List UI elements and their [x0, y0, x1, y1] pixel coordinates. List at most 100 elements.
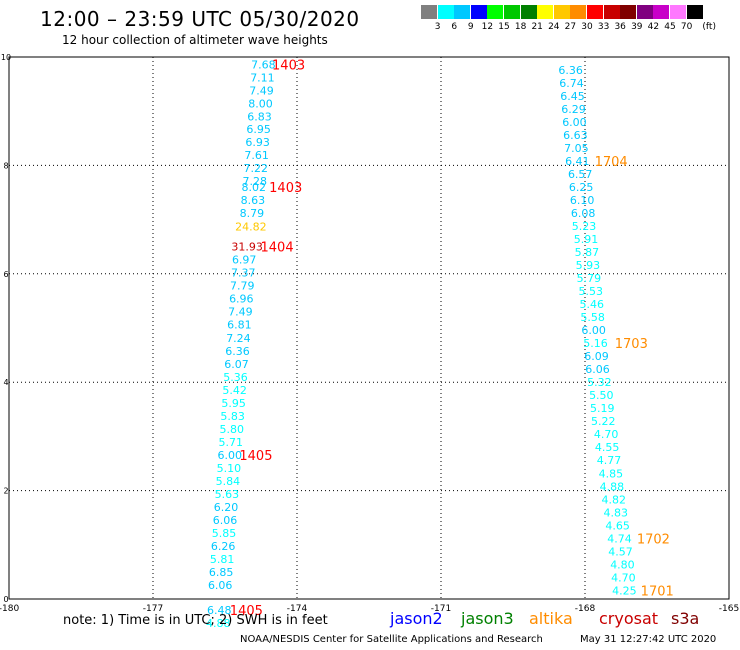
- wave-height-label: 7.24: [226, 332, 251, 345]
- time-label: 1703: [615, 337, 648, 352]
- time-label: 1403: [272, 59, 305, 74]
- wave-height-label: 4.88: [600, 480, 625, 493]
- wave-height-label: 6.00: [562, 116, 587, 129]
- time-label: 1405: [230, 604, 263, 619]
- scale-swatch: [437, 5, 454, 19]
- wave-height-label: 6.06: [213, 514, 238, 527]
- scale-swatch: [653, 5, 670, 19]
- wave-height-label: 6.81: [227, 319, 252, 332]
- x-tick-label: -174: [287, 604, 308, 614]
- wave-height-label: 5.83: [220, 410, 245, 423]
- scale-swatch: [620, 5, 637, 19]
- plot-frame: [8, 56, 730, 600]
- wave-height-label: 6.74: [559, 77, 584, 90]
- wave-height-label: 7.11: [250, 72, 275, 85]
- wave-height-label: 6.63: [563, 129, 588, 142]
- footer-credit: NOAA/NESDIS Center for Satellite Applica…: [240, 634, 543, 645]
- wave-height-label: 6.83: [247, 111, 272, 124]
- wave-height-label: 5.71: [219, 436, 244, 449]
- wave-height-label: 5.22: [591, 415, 616, 428]
- scale-label: 6: [451, 22, 458, 32]
- wave-height-label: 6.97: [232, 254, 257, 267]
- wave-height-label: 4.85: [599, 467, 624, 480]
- scale-swatch: [454, 5, 471, 19]
- wave-height-label: 6.09: [584, 350, 609, 363]
- scale-label: 30: [581, 22, 593, 32]
- wave-height-label: 5.91: [574, 233, 599, 246]
- wave-height-label: 7.37: [231, 267, 256, 280]
- scale-swatch: [470, 5, 487, 19]
- wave-height-label: 6.41: [565, 155, 590, 168]
- wave-height-label: 6.48: [207, 604, 232, 617]
- scale-label: 39: [631, 22, 643, 32]
- time-label: 1403: [269, 181, 302, 196]
- scale-swatch: [587, 5, 603, 19]
- legend-cryosat: cryosat: [599, 609, 659, 628]
- scale-swatch: [504, 5, 520, 19]
- scale-label: 24: [548, 22, 560, 32]
- scale-swatch: [487, 5, 504, 19]
- scale-swatch: [537, 5, 554, 19]
- wave-height-label: 5.85: [212, 527, 237, 540]
- wave-height-label: 7.05: [564, 142, 589, 155]
- scale-swatch: [686, 5, 703, 19]
- wave-height-label: 7.22: [243, 162, 268, 175]
- wave-height-label: 6.10: [570, 194, 595, 207]
- scale-label: 18: [514, 22, 527, 32]
- wave-height-label: 5.53: [579, 285, 604, 298]
- scale-swatch: [570, 5, 587, 19]
- scale-label: 70: [680, 22, 693, 32]
- scale-swatch: [670, 5, 686, 19]
- wave-height-label: 8.63: [241, 194, 266, 207]
- wave-height-label: 5.46: [579, 298, 604, 311]
- wave-height-label: 5.32: [587, 376, 612, 389]
- wave-height-label: 5.42: [222, 384, 247, 397]
- y-tick-label: 4: [3, 378, 8, 387]
- wave-height-label: 4.57: [608, 545, 633, 558]
- wave-height-label: 5.10: [217, 462, 242, 475]
- time-label: 1404: [261, 241, 294, 256]
- time-label: 1702: [637, 532, 670, 547]
- wave-height-label: 6.36: [225, 345, 250, 358]
- y-tick-label: 10: [1, 53, 11, 62]
- wave-height-label: 5.36: [223, 371, 248, 384]
- legend-altika: altika: [529, 609, 573, 628]
- x-tick-label: -171: [431, 604, 451, 614]
- wave-height-label: 6.06: [585, 363, 610, 376]
- legend-jason2: jason2: [390, 609, 443, 628]
- wave-height-label: 6.36: [558, 64, 583, 77]
- footer-timestamp: May 31 12:27:42 UTC 2020: [580, 634, 717, 645]
- wave-height-label: 5.63: [215, 488, 240, 501]
- wave-height-label: 6.00: [218, 449, 243, 462]
- wave-height-label: 6.93: [245, 136, 270, 149]
- wave-height-label: 5.87: [575, 246, 600, 259]
- wave-height-label: 6.20: [214, 501, 239, 514]
- wave-height-label: 5.95: [221, 397, 246, 410]
- y-tick-label: 8: [3, 161, 8, 170]
- wave-height-label: 5.93: [576, 259, 601, 272]
- scale-label: 45: [664, 22, 676, 32]
- wave-height-label: 5.80: [219, 423, 244, 436]
- wave-height-label: 4.80: [610, 558, 635, 571]
- time-label: 1704: [595, 155, 628, 170]
- time-label: 1701: [641, 584, 674, 599]
- wave-height-label: 6.07: [224, 358, 249, 371]
- y-tick-label: 6: [3, 270, 8, 279]
- scale-label: 12: [481, 22, 494, 32]
- scale-label: 33: [597, 22, 610, 32]
- scale-unit: (ft): [702, 22, 716, 32]
- scale-swatch: [421, 5, 437, 19]
- wave-height-label: 31.93: [231, 241, 263, 254]
- wave-height-label: 7.49: [228, 306, 253, 319]
- wave-height-label: 7.28: [243, 175, 268, 188]
- wave-height-label: 4.70: [611, 571, 636, 584]
- wave-height-label: 5.23: [572, 220, 597, 233]
- scale-swatch: [603, 5, 620, 19]
- wave-height-label: 5.16: [583, 337, 608, 350]
- scale-label: 9: [467, 22, 474, 32]
- scale-swatch: [636, 5, 653, 19]
- wave-height-label: 6.25: [569, 181, 594, 194]
- wave-height-label: 7.61: [244, 149, 269, 162]
- wave-height-label: 4.83: [603, 506, 628, 519]
- wave-height-label: 4.70: [594, 428, 619, 441]
